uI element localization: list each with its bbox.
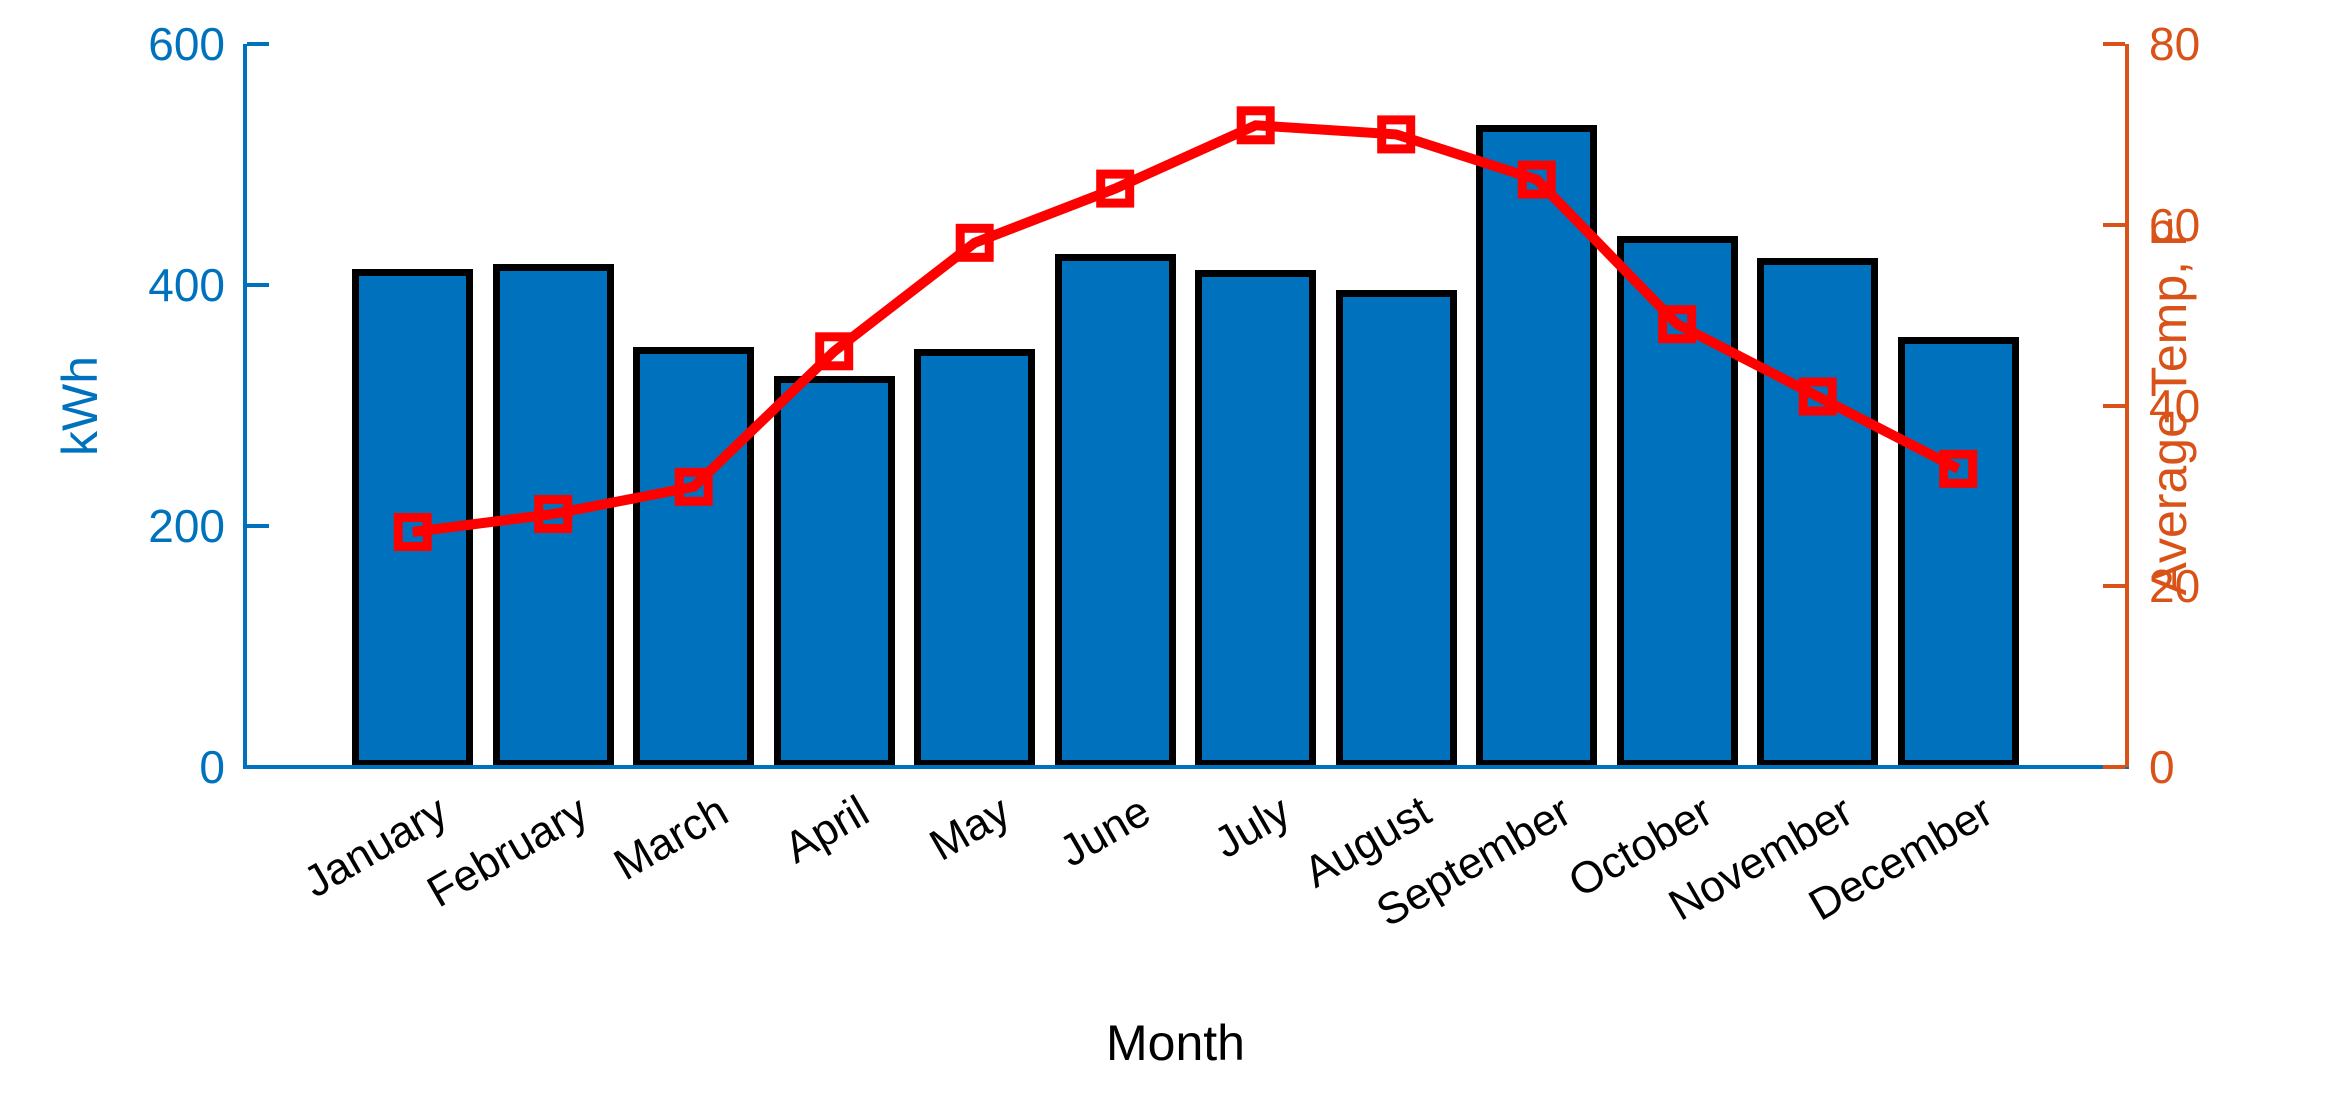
marker-september (1517, 160, 1556, 199)
right-tick-20 (2103, 584, 2125, 589)
bar-september (1476, 125, 1598, 767)
left-tick-400 (247, 283, 269, 287)
left-spine (243, 44, 247, 767)
marker-december (1939, 449, 1978, 488)
bar-april (773, 376, 895, 767)
bar-march (633, 347, 755, 767)
left-tick-0 (247, 765, 269, 769)
temperature-line-layer (393, 106, 1978, 551)
bar-july (1195, 270, 1317, 767)
marker-may (955, 223, 994, 262)
marker-april (815, 332, 854, 371)
right-tick-label-40: 40 (2149, 379, 2201, 432)
bar-may (914, 349, 1036, 767)
left-tick-label-0: 0 (199, 741, 225, 793)
right-tick-label-0: 0 (2149, 741, 2175, 793)
temperature-line (412, 120, 1961, 537)
right-tick-label-80: 80 (2149, 18, 2201, 70)
left-tick-label-200: 200 (148, 500, 225, 552)
bar-november (1757, 258, 1879, 767)
marker-march (674, 467, 713, 506)
x-tick-label-july: July (1206, 786, 1299, 868)
x-tick-label-may: May (921, 786, 1018, 871)
right-tick-label-60: 60 (2149, 198, 2201, 251)
marker-january (393, 513, 432, 551)
right-tick-0 (2103, 765, 2125, 769)
marker-february (534, 495, 573, 533)
bottom-spine (243, 765, 2129, 769)
right-tick-label-20: 20 (2149, 560, 2201, 613)
marker-august (1377, 115, 1416, 154)
left-tick-label-600: 600 (148, 18, 225, 70)
left-tick-600 (247, 42, 269, 46)
plot-area (243, 42, 2129, 769)
marker-november (1798, 377, 1837, 416)
marker-july (1236, 106, 1275, 145)
marker-june (1096, 169, 1135, 208)
marker-october (1658, 305, 1697, 344)
x-tick-label-june: June (1051, 786, 1159, 877)
bar-august (1335, 290, 1457, 767)
x-tick-label-february: February (419, 786, 597, 917)
right-tick-80 (2103, 42, 2125, 46)
right-tick-60 (2103, 222, 2125, 227)
bar-january (352, 269, 474, 767)
left-tick-label-400: 400 (148, 259, 225, 311)
bar-december (1897, 337, 2019, 767)
x-axis-title: Month (1106, 1015, 1245, 1071)
right-spine (2125, 44, 2129, 767)
x-tick-label-march: March (606, 786, 737, 890)
x-tick-label-april: April (776, 786, 878, 873)
bar-june (1054, 254, 1176, 767)
left-tick-200 (247, 524, 269, 528)
right-tick-40 (2103, 403, 2125, 408)
left-axis-title: kWh (52, 355, 108, 456)
